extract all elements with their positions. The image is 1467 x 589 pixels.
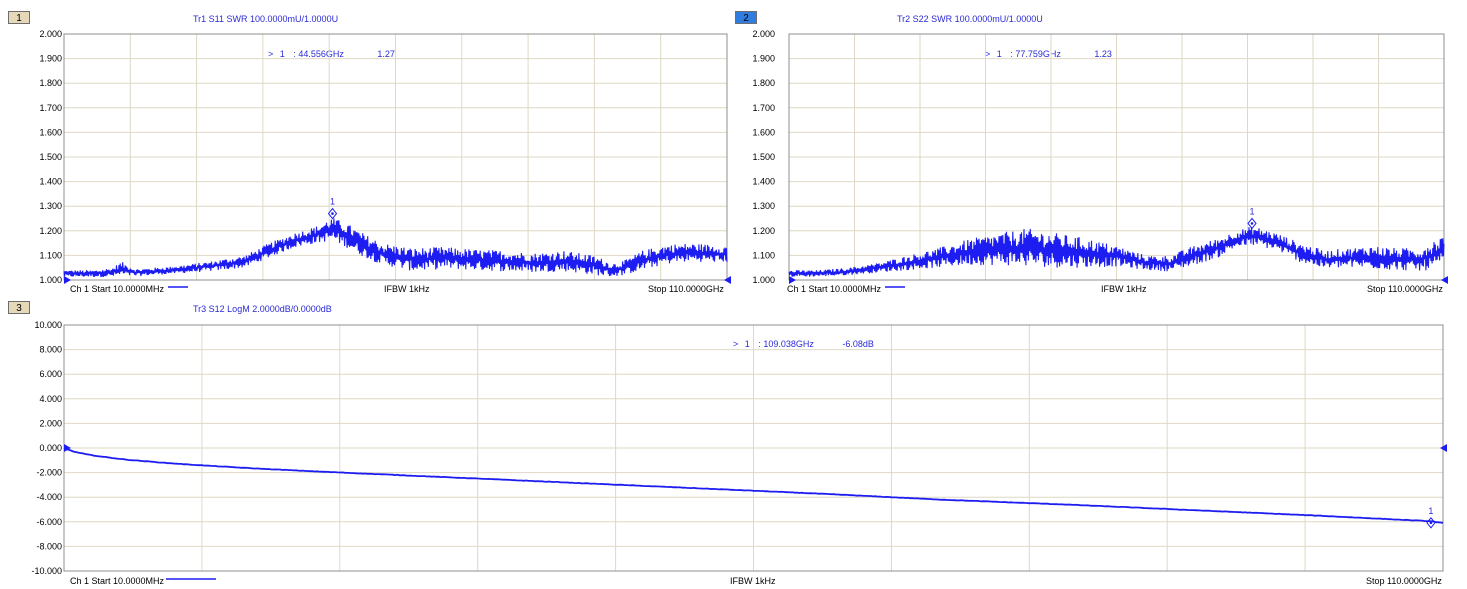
marker-diamond (327, 207, 338, 220)
marker-dot (1250, 222, 1254, 225)
ref-arrow-right (1441, 276, 1448, 284)
y-tick-label: 1.500 (39, 152, 62, 162)
y-tick-label: 1.700 (39, 103, 62, 113)
y-tick-label: 1.600 (39, 127, 62, 137)
y-tick-label: 1.200 (39, 226, 62, 236)
trace-line (63, 447, 1444, 524)
marker-readout-arrow: > (985, 49, 991, 59)
y-tick-label: 1.800 (752, 78, 775, 88)
y-tick-label: 1.000 (39, 275, 62, 285)
y-tick-label: 1.400 (39, 177, 62, 187)
marker-label: 1 (1249, 206, 1254, 216)
y-tick-label: 1.100 (39, 250, 62, 260)
y-tick-label: 2.000 (39, 418, 62, 428)
ref-arrow-left (64, 444, 71, 452)
y-tick-label: -8.000 (36, 541, 62, 551)
y-tick-label: -10.000 (31, 566, 62, 576)
marker-readout-value: -6.08dB (842, 339, 874, 349)
marker-readout-freq: : 77.759GHz (1010, 49, 1061, 59)
y-tick-label: 0.000 (39, 443, 62, 453)
ref-arrow-right (1440, 444, 1447, 452)
y-tick-label: 1.500 (752, 152, 775, 162)
marker-readout-freq: : 109.038GHz (758, 339, 814, 349)
marker-readout-arrow: > (268, 49, 274, 59)
marker-readout-3: > 1 : 109.038GHz -6.08dB (733, 339, 874, 349)
y-tick-label: 1.000 (752, 275, 775, 285)
trace-panel-2: 2 Tr2 S22 SWR 100.0000mU/1.0000U > 1 : 7… (727, 0, 1467, 300)
ref-arrow-left (64, 276, 71, 284)
footer-start-3: Ch 1 Start 10.0000MHz (70, 576, 165, 586)
trace-panel-3: 3 Tr3 S12 LogM 2.0000dB/0.0000dB > 1 : 1… (0, 296, 1467, 589)
y-tick-label: 1.800 (39, 78, 62, 88)
y-tick-label: -6.000 (36, 517, 62, 527)
marker-readout-id: 1 (279, 49, 285, 59)
y-tick-label: 1.400 (752, 177, 775, 187)
trace-line (63, 218, 728, 278)
marker-readout-freq: : 44.556GHz (293, 49, 344, 59)
trace-plot-1[interactable]: 2.000 1.900 1.800 1.700 1.600 1.500 1.400 1.300… (0, 0, 740, 300)
marker-readout-2: > 1 : 77.759GHz 1.23 (985, 49, 1112, 59)
ref-arrow-left (789, 276, 796, 284)
marker-dot (331, 212, 334, 215)
marker-readout-1: > 1 : 44.556GHz 1.27 (268, 49, 395, 59)
footer-start-1: Ch 1 Start 10.0000MHz (70, 284, 165, 294)
marker-dot (1429, 521, 1433, 525)
trace-panel-1: 1 Tr1 S11 SWR 100.0000mU/1.0000U > 1 : 4… (0, 0, 740, 300)
marker-readout-arrow: > (733, 339, 739, 349)
y-tick-label: 1.900 (39, 54, 62, 64)
trace-plot-2[interactable]: 2.000 1.900 1.800 1.700 1.600 1.500 1.400 1.300… (727, 0, 1467, 300)
marker-diamond (1247, 217, 1257, 230)
marker-readout-value: 1.27 (377, 49, 395, 59)
y-tick-label: 6.000 (39, 369, 62, 379)
footer-stop-1: Stop 110.0000GHz (648, 284, 724, 294)
channel-tag-3[interactable]: 3 (8, 301, 30, 314)
footer-start-2: Ch 1 Start 10.0000MHz (787, 284, 882, 294)
y-tick-label: 1.300 (752, 201, 775, 211)
footer-stop-2: Stop 110.0000GHz (1367, 284, 1443, 294)
trace-title-2[interactable]: Tr2 S22 SWR 100.0000mU/1.0000U (897, 14, 1043, 24)
channel-tag-1[interactable]: 1 (8, 11, 30, 24)
marker-readout-id: 1 (744, 339, 750, 349)
y-tick-label: 1.300 (39, 201, 62, 211)
y-tick-label: 8.000 (39, 345, 62, 355)
plot-frame (788, 33, 1445, 281)
trace-title-1[interactable]: Tr1 S11 SWR 100.0000mU/1.0000U (193, 14, 339, 24)
trace-plot-3[interactable]: 10.000 8.000 6.000 4.000 2.000 0.000 -2.000 -4.… (0, 296, 1467, 589)
channel-tag-2[interactable]: 2 (735, 11, 757, 24)
marker-diamond (1426, 516, 1436, 529)
footer-ifbw-3: IFBW 1kHz (730, 576, 776, 586)
y-tick-label: 1.900 (752, 54, 775, 64)
y-tick-label: 2.000 (752, 29, 775, 39)
y-tick-label: 2.000 (39, 29, 62, 39)
y-tick-label: 1.200 (752, 226, 775, 236)
y-tick-label: 10.000 (34, 320, 62, 330)
ref-arrow-right (724, 276, 731, 284)
plot-frame (63, 33, 728, 281)
footer-ifbw-1: IFBW 1kHz (384, 284, 430, 294)
y-tick-label: 4.000 (39, 394, 62, 404)
y-tick-label: 1.100 (752, 250, 775, 260)
footer-stop-3: Stop 110.0000GHz (1366, 576, 1442, 586)
y-tick-label: -4.000 (36, 492, 62, 502)
marker-readout-id: 1 (996, 49, 1002, 59)
footer-ifbw-2: IFBW 1kHz (1101, 284, 1147, 294)
marker-readout-value: 1.23 (1094, 49, 1112, 59)
trace-title-3[interactable]: Tr3 S12 LogM 2.0000dB/0.0000dB (193, 304, 332, 314)
marker-label: 1 (1428, 506, 1433, 516)
y-tick-label: 1.600 (752, 127, 775, 137)
y-tick-label: -2.000 (36, 468, 62, 478)
marker-label: 1 (330, 197, 335, 207)
trace-line (788, 227, 1445, 277)
y-tick-label: 1.700 (752, 103, 775, 113)
